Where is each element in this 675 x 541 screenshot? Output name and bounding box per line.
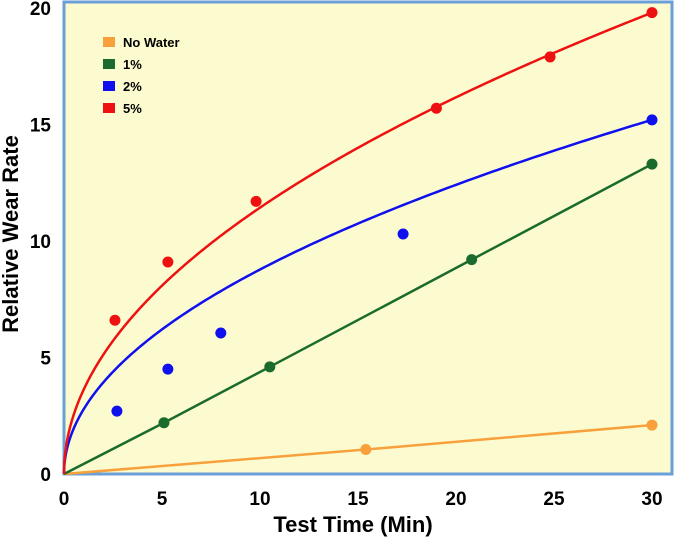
series-points	[109, 7, 658, 456]
data-point-2	[646, 114, 658, 126]
legend-label-2: 2%	[123, 79, 142, 94]
x-tick-label: 10	[249, 489, 270, 510]
data-point-5	[646, 7, 658, 19]
data-point-2	[397, 228, 409, 240]
x-tick-label: 30	[641, 489, 662, 510]
x-axis-label: Test Time (Min)	[273, 512, 432, 537]
legend-swatch-1	[103, 59, 115, 69]
data-point-1	[158, 417, 170, 429]
plot-area	[62, 0, 674, 476]
data-point-5	[162, 256, 174, 268]
legend-swatch-no-water	[103, 37, 115, 47]
legend-swatch-5	[103, 103, 115, 113]
data-point-5	[430, 102, 442, 114]
data-point-1	[466, 254, 478, 266]
legend-label-1: 1%	[123, 57, 142, 72]
y-axis-ticks: 0 5 10 15 20	[30, 0, 52, 486]
x-axis-ticks: 0 5 10 15 20 25 30	[59, 489, 663, 510]
data-point-2	[215, 327, 227, 339]
data-point-5	[250, 195, 262, 207]
y-tick-label: 5	[40, 349, 51, 370]
y-tick-label: 20	[30, 0, 51, 20]
data-point-no-water	[646, 419, 658, 431]
x-tick-label: 25	[543, 489, 565, 510]
data-point-2	[162, 363, 174, 375]
legend: No Water 1% 2% 5%	[103, 35, 180, 116]
data-point-no-water	[360, 444, 372, 456]
x-tick-label: 15	[347, 489, 369, 510]
y-tick-label: 15	[30, 116, 52, 137]
data-point-2	[111, 405, 123, 417]
data-point-1	[264, 361, 276, 373]
data-point-5	[544, 51, 556, 63]
x-tick-label: 5	[157, 489, 168, 510]
series-line-5	[62, 11, 653, 475]
data-point-5	[109, 314, 121, 326]
legend-label-5: 5%	[123, 101, 142, 116]
legend-swatch-2	[103, 81, 115, 91]
legend-label-no-water: No Water	[123, 35, 180, 50]
x-tick-label: 0	[59, 489, 70, 510]
data-point-1	[646, 158, 658, 170]
series-line-2	[62, 118, 653, 475]
y-tick-label: 0	[40, 465, 51, 486]
x-tick-label: 20	[445, 489, 466, 510]
y-axis-label: Relative Wear Rate	[0, 135, 23, 333]
y-tick-label: 10	[30, 232, 51, 253]
